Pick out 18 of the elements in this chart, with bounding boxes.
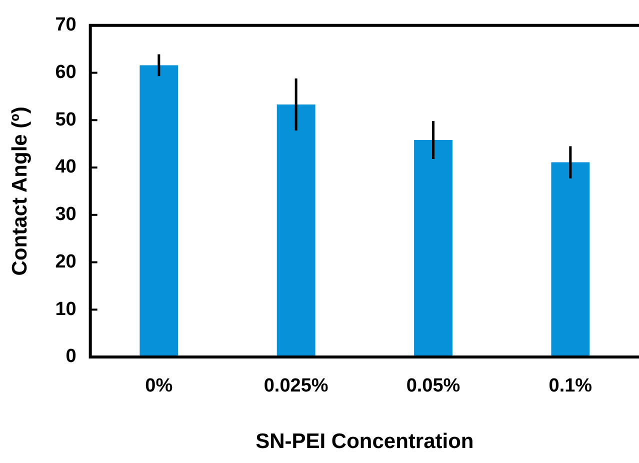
- bar: [276, 104, 316, 357]
- x-tick-label: 0.025%: [264, 376, 328, 397]
- bar: [414, 140, 452, 357]
- y-tick-label: 40: [55, 156, 76, 178]
- y-tick-label: 10: [55, 298, 76, 320]
- x-tick-label: 0.1%: [548, 376, 592, 397]
- x-tick-label: 0.05%: [406, 376, 460, 397]
- bar: [140, 65, 178, 357]
- y-tick-label: 0: [66, 346, 76, 368]
- y-tick-label: 60: [55, 62, 76, 84]
- x-axis-title: SN-PEI Concentration: [256, 430, 474, 454]
- y-tick-label: 20: [55, 251, 76, 272]
- x-tick-label: 0%: [145, 376, 173, 397]
- y-tick-label: 30: [55, 204, 76, 226]
- y-tick-label: 50: [55, 109, 76, 130]
- y-tick-label: 70: [55, 14, 76, 36]
- y-axis-title: Contact Angle (º): [8, 106, 32, 276]
- bar: [551, 162, 590, 357]
